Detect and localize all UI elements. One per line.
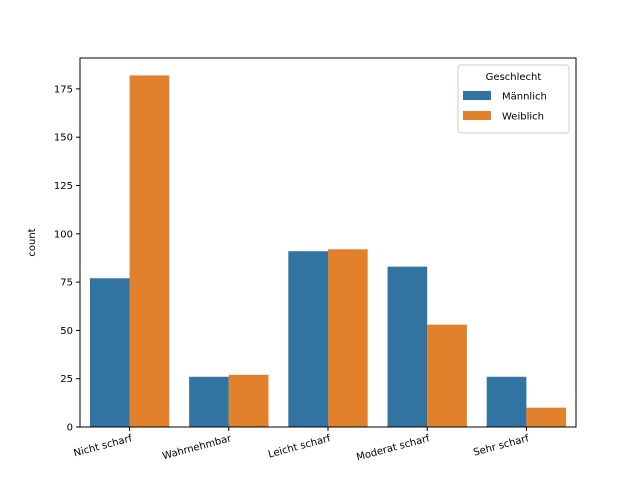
legend-label-1: Weiblich bbox=[502, 112, 544, 123]
bar-1-1 bbox=[228, 374, 269, 427]
y-tick-label-7: 175 bbox=[54, 84, 73, 95]
bar-2-0 bbox=[288, 251, 328, 427]
y-axis-label: count bbox=[27, 228, 38, 256]
y-ticks-group: 0 25 50 75 100 125 150 175 bbox=[54, 84, 80, 434]
bar-3-1 bbox=[427, 324, 467, 427]
legend-swatch-1 bbox=[463, 111, 491, 120]
bar-4-0 bbox=[486, 376, 527, 427]
bar-3-0 bbox=[387, 266, 428, 427]
y-tick-label-6: 150 bbox=[54, 133, 73, 144]
x-tick-label-0: Nicht scharf bbox=[73, 433, 134, 459]
y-tick-label-3: 75 bbox=[60, 278, 73, 289]
legend-swatch-0 bbox=[463, 91, 491, 100]
y-tick-label-5: 125 bbox=[54, 181, 73, 192]
y-tick-label-4: 100 bbox=[54, 229, 73, 240]
bar-0-1 bbox=[129, 75, 170, 427]
x-tick-label-2: Leicht scharf bbox=[267, 433, 332, 460]
x-tick-label-4: Sehr scharf bbox=[472, 433, 530, 458]
bars-group bbox=[89, 75, 567, 427]
x-tick-label-1: Wahrnehmbar bbox=[161, 433, 233, 462]
legend: Geschlecht Männlich Weiblich bbox=[457, 64, 570, 134]
legend-label-0: Männlich bbox=[502, 92, 547, 103]
x-tick-label-3: Moderat scharf bbox=[355, 433, 431, 463]
bar-0-0 bbox=[89, 278, 130, 427]
y-tick-label-0: 0 bbox=[67, 423, 73, 434]
y-tick-label-1: 25 bbox=[60, 374, 73, 385]
legend-title: Geschlecht bbox=[486, 72, 542, 83]
x-ticks-group: Nicht scharf Wahrnehmbar Leicht scharf Mode… bbox=[73, 427, 531, 463]
bar-4-1 bbox=[526, 407, 567, 427]
bar-1-0 bbox=[189, 376, 229, 427]
bar-2-1 bbox=[328, 249, 368, 427]
y-tick-label-2: 50 bbox=[60, 326, 73, 337]
